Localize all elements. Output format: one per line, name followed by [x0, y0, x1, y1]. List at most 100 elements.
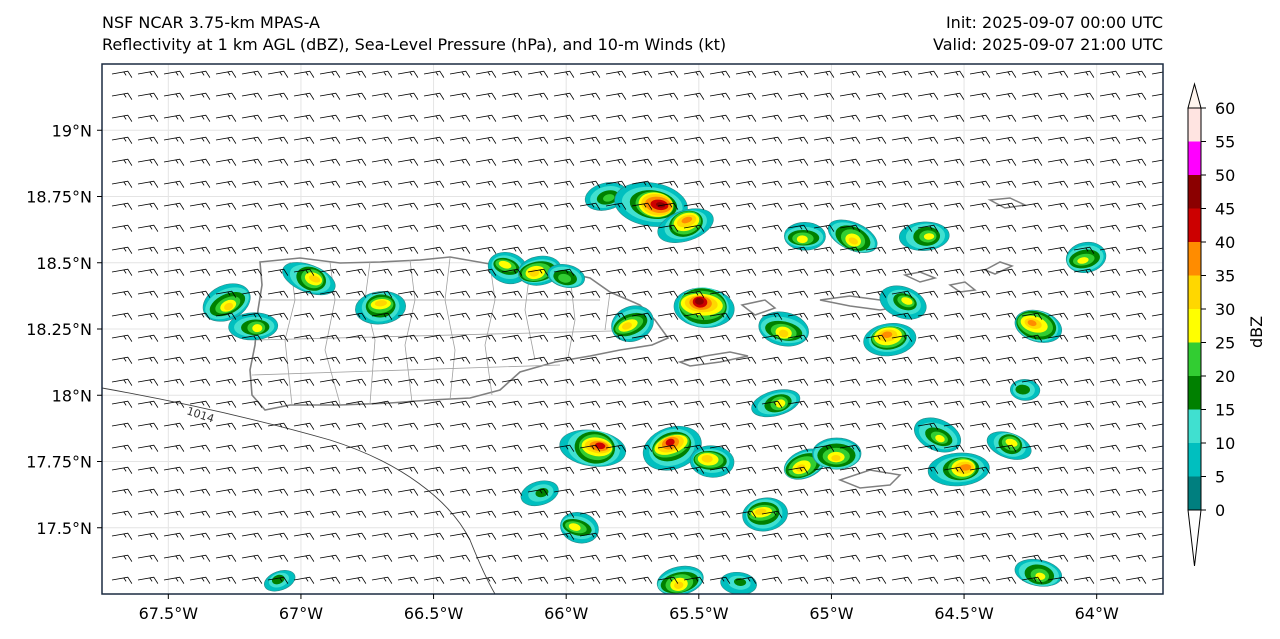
colorbar-tick-label: 20 — [1215, 367, 1235, 386]
storm-cell — [689, 445, 735, 478]
title-left: NSF NCAR 3.75-km MPAS-A Reflectivity at … — [102, 12, 726, 56]
storm-cell — [898, 221, 950, 251]
coastlines: 1014 — [102, 197, 1028, 594]
title-right: Init: 2025-09-07 00:00 UTC Valid: 2025-0… — [933, 12, 1163, 56]
reflectivity-contour — [498, 260, 512, 269]
colorbar-unit-label: dBZ — [1247, 316, 1266, 348]
storm-cell — [751, 389, 801, 418]
reflectivity-contour — [1027, 319, 1037, 327]
reflectivity-contour — [252, 324, 263, 333]
axis-ticks: 67.5°W 67°W 66.5°W 66°W 65.5°W 65°W 64.5°W 64°W… — [26, 121, 1119, 623]
lon-tick-label: 67.5°W — [139, 604, 199, 623]
reflectivity-contour — [778, 329, 789, 338]
model-title: NSF NCAR 3.75-km MPAS-A — [102, 13, 320, 32]
reflectivity-contour — [558, 273, 572, 283]
reflectivity-contour — [881, 331, 893, 338]
reflectivity-contour — [224, 302, 234, 311]
colorbar-segment — [1188, 108, 1201, 142]
lon-tick-label: 64.5°W — [934, 604, 994, 623]
lon-tick-label: 66°W — [544, 604, 588, 623]
lat-tick-label: 18.25°N — [26, 320, 92, 339]
storm-cell — [202, 283, 251, 322]
colorbar-segment — [1188, 409, 1201, 443]
reflectivity-contour — [754, 508, 767, 515]
storm-cell — [611, 305, 654, 342]
lat-tick-label: 18°N — [52, 386, 92, 405]
colorbar-min-extension — [1187, 509, 1202, 567]
lon-tick-label: 67°W — [279, 604, 323, 623]
puerto-rico-coastline — [249, 256, 670, 411]
colorbar-segment — [1188, 476, 1201, 510]
storm-cell — [1014, 309, 1062, 343]
reflectivity-contour — [1005, 438, 1018, 447]
colorbar-segment — [1188, 443, 1201, 477]
lat-tick-label: 18.5°N — [36, 254, 92, 273]
reflectivity-contour — [568, 523, 581, 531]
valid-time: Valid: 2025-09-07 21:00 UTC — [932, 35, 1163, 54]
reflectivity-contour — [959, 464, 972, 471]
reflectivity-contour — [681, 216, 693, 224]
culebra-vieques-coastline — [677, 299, 777, 367]
colorbar-segment — [1188, 141, 1201, 175]
reflectivity-contour — [695, 297, 704, 305]
reflectivity-contour — [831, 455, 841, 462]
colorbar-tick-label: 10 — [1215, 434, 1235, 453]
colorbar-tick-label: 0 — [1215, 501, 1225, 520]
colorbar-tick-label: 40 — [1215, 233, 1235, 252]
reflectivity-contour — [665, 438, 675, 446]
storm-cell — [559, 429, 626, 467]
storm-cell — [812, 437, 862, 470]
colorbar-tick-label: 60 — [1215, 99, 1235, 118]
reflectivity-contour — [935, 434, 945, 443]
storm-cell — [517, 255, 562, 286]
reflectivity-contour — [701, 454, 713, 463]
colorbar: 0 5 10 15 20 25 30 35 40 45 50 55 60 dBZ — [1187, 82, 1266, 567]
lat-tick-label: 17.75°N — [26, 453, 92, 472]
reflectivity-contour — [1015, 384, 1030, 395]
storm-cell — [487, 251, 528, 285]
storm-cell — [879, 285, 927, 320]
colorbar-segment — [1188, 175, 1201, 209]
storm-cell — [264, 570, 296, 592]
reflectivity-contour — [901, 297, 913, 305]
init-time: Init: 2025-09-07 00:00 UTC — [945, 13, 1163, 32]
colorbar-tick-label: 30 — [1215, 300, 1235, 319]
fields-title: Reflectivity at 1 km AGL (dBZ), Sea-Leve… — [102, 35, 727, 54]
storm-cell — [1065, 241, 1107, 273]
colorbar-segment — [1188, 275, 1201, 309]
wind-barb-field — [111, 70, 1163, 584]
colorbar-segment — [1188, 342, 1201, 376]
reflectivity-contour — [309, 275, 321, 283]
storm-cell — [1009, 379, 1041, 401]
reflectivity-contour — [603, 194, 615, 202]
colorbar-tick-label: 35 — [1215, 267, 1235, 286]
reflectivity-contour — [374, 300, 387, 307]
lon-tick-label: 64°W — [1075, 604, 1119, 623]
storm-cell — [614, 182, 688, 227]
lon-tick-label: 66.5°W — [404, 604, 464, 623]
colorbar-segment — [1188, 242, 1201, 276]
colorbar-tick-label: 15 — [1215, 401, 1235, 420]
colorbar-max-extension — [1187, 82, 1202, 109]
lon-tick-label: 65°W — [809, 604, 853, 623]
colorbar-tick-label: 55 — [1215, 133, 1235, 152]
storm-cell — [355, 291, 406, 325]
colorbar-segment — [1188, 309, 1201, 343]
isobar-1014 — [102, 387, 496, 594]
colorbar-tick-label: 45 — [1215, 200, 1235, 219]
colorbar-tick-label: 5 — [1215, 468, 1225, 487]
wind-barbs — [111, 70, 1163, 584]
reflectivity-contour — [796, 235, 808, 244]
colorbar-segment — [1188, 208, 1201, 242]
storm-cell — [228, 312, 279, 341]
colorbar-segment — [1188, 376, 1201, 410]
reflectivity-contour — [923, 233, 935, 240]
lon-tick-label: 65.5°W — [669, 604, 729, 623]
storm-cell — [656, 565, 704, 594]
colorbar-tick-label: 50 — [1215, 166, 1235, 185]
storm-cell — [784, 222, 826, 251]
storm-cell — [863, 323, 917, 357]
colorbar-tick-label: 25 — [1215, 334, 1235, 353]
reflectivity-contour — [1077, 257, 1089, 264]
